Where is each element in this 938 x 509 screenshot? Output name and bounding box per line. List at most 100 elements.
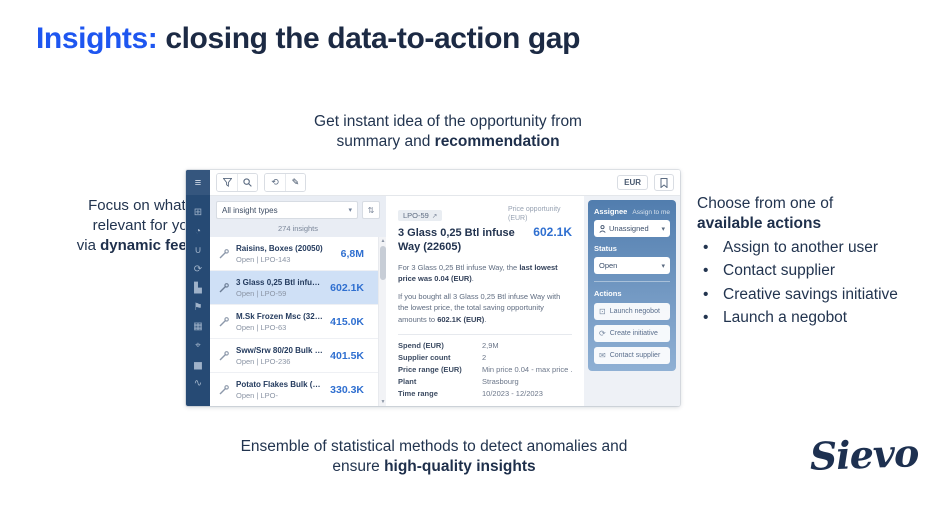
globe-icon[interactable]: ◔ xyxy=(194,226,202,237)
search-button[interactable] xyxy=(237,174,257,191)
insight-detail-panel: LPO-59 ↗ 3 Glass 0,25 Btl infuse Way (22… xyxy=(386,196,584,406)
fact-row: Spend (EUR) 2,9M xyxy=(398,341,572,350)
insight-type-value: All insight types xyxy=(222,205,278,215)
scrollbar[interactable]: ▲ ▼ xyxy=(378,237,386,406)
fact-row: Price range (EUR) Min price 0.04 - max p… xyxy=(398,365,572,374)
chart-icon[interactable]: ▅ xyxy=(194,359,202,370)
para2-end: . xyxy=(484,314,487,324)
list-item[interactable]: Potato Flakes Bulk (71371) Open | LPO- 3… xyxy=(210,373,378,406)
insight-name: M.Sk Frozen Msc (32977) xyxy=(236,311,324,321)
app-toolbar: ⟲ ✎ EUR xyxy=(210,170,680,196)
fact-value: Strasbourg xyxy=(482,376,519,386)
filter-button[interactable] xyxy=(217,174,237,191)
list-item[interactable]: Raisins, Boxes (20050) Open | LPO-143 6,… xyxy=(210,237,378,271)
annotation-bottom-bold: high-quality insights xyxy=(384,458,536,476)
bookmark-button[interactable] xyxy=(654,174,674,191)
para2-text: If you bought all 3 Glass 0,25 Btl infus… xyxy=(398,292,561,324)
pen-icon: ✎ xyxy=(291,177,300,187)
scroll-down-icon[interactable]: ▼ xyxy=(380,399,386,405)
cart-icon[interactable]: ∪ xyxy=(194,245,202,256)
insight-meta: Open | LPO-236 xyxy=(236,356,291,366)
annotate-button[interactable]: ✎ xyxy=(285,174,305,191)
assignee-dropdown[interactable]: Unassigned ▾ xyxy=(594,220,670,237)
envelope-icon: ✉ xyxy=(599,351,606,360)
list-item-selected[interactable]: 3 Glass 0,25 Btl infuse Way (22... Open … xyxy=(210,271,378,305)
insight-id-badge[interactable]: LPO-59 ↗ xyxy=(398,210,443,221)
fact-row: Time range 10/2023 - 12/2023 xyxy=(398,389,572,398)
currency-button[interactable]: EUR xyxy=(617,175,648,190)
assign-to-me-link[interactable]: Assign to me xyxy=(632,209,670,216)
insight-type-dropdown[interactable]: All insight types ▾ xyxy=(216,201,358,219)
insight-meta: Open | LPO- xyxy=(236,390,278,400)
insight-name: Potato Flakes Bulk (71371) xyxy=(236,379,323,389)
status-dropdown[interactable]: Open ▾ xyxy=(594,257,670,274)
annotation-left-bold: dynamic feed xyxy=(100,236,196,254)
insight-list: Raisins, Boxes (20050) Open | LPO-143 6,… xyxy=(210,237,386,406)
title-highlight: Insights: xyxy=(36,22,158,55)
annotation-top-bold: recommendation xyxy=(434,133,560,151)
status-label: Status xyxy=(594,244,617,253)
open-link-icon[interactable]: ↗ xyxy=(431,212,438,220)
flag-icon[interactable]: ⚑ xyxy=(193,302,203,313)
metric-value: 602.1K xyxy=(533,225,572,240)
summary-paragraph-1: For 3 Glass 0,25 Btl infuse Way, the las… xyxy=(398,262,572,285)
fact-label: Spend (EUR) xyxy=(398,340,444,350)
chevron-down-icon: ▾ xyxy=(661,225,665,233)
list-item[interactable]: M.Sk Frozen Msc (32977) Open | LPO-63 41… xyxy=(210,305,378,339)
table-icon[interactable]: ▦ xyxy=(193,321,203,332)
chevron-down-icon: ▾ xyxy=(661,262,665,270)
sievo-logo: Sievo xyxy=(808,430,919,479)
para1-end: . xyxy=(471,273,474,283)
filter-search-group xyxy=(216,173,258,192)
title-rest: closing the data-to-action gap xyxy=(157,22,581,55)
insight-title: 3 Glass 0,25 Btl infuse Way (22605) xyxy=(398,227,515,253)
para1-bold: last lowest price was 0.04 (EUR) xyxy=(398,262,558,283)
scroll-up-icon[interactable]: ▲ xyxy=(380,238,386,244)
para2-bold: 602.1K (EUR) xyxy=(437,314,485,324)
annotation-right: Choose from one of available actions Ass… xyxy=(697,194,925,329)
summary-paragraph-2: If you bought all 3 Glass 0,25 Btl infus… xyxy=(398,291,572,325)
create-initiative-button[interactable]: ⟳ Create initiative xyxy=(594,325,670,342)
focus-icon[interactable]: ⌖ xyxy=(195,340,201,351)
fact-value: 10/2023 - 12/2023 xyxy=(482,388,543,398)
bars-icon[interactable]: ▙ xyxy=(194,283,202,294)
annotation-bottom: Ensemble of statistical methods to detec… xyxy=(180,437,688,478)
trend-icon[interactable]: ∿ xyxy=(193,378,203,389)
undo-annotate-group: ⟲ ✎ xyxy=(264,173,306,192)
panels-icon[interactable]: ⊞ xyxy=(193,207,203,218)
annotation-bottom-line1: Ensemble of statistical methods to detec… xyxy=(240,438,628,455)
bookmark-icon xyxy=(660,177,668,188)
fact-value: 2,9M xyxy=(482,340,499,350)
fact-label: Plant xyxy=(398,376,417,386)
scrollbar-thumb[interactable] xyxy=(380,246,386,280)
facts-table: Spend (EUR) 2,9M Supplier count 2 Price … xyxy=(398,333,572,398)
funnel-icon xyxy=(222,178,232,187)
insight-id: LPO-59 xyxy=(403,211,429,220)
annotation-right-heading: Choose from one of xyxy=(697,195,834,212)
insight-name: Raisins, Boxes (20050) xyxy=(236,243,323,253)
button-label: Launch negobot xyxy=(609,308,660,315)
actions-label: Actions xyxy=(594,289,622,298)
menu-icon[interactable]: ≡ xyxy=(186,170,210,195)
sync-icon[interactable]: ⟳ xyxy=(193,264,203,275)
sort-button[interactable]: ⇅ xyxy=(362,201,380,219)
divider xyxy=(594,281,670,282)
insight-value: 415.0K xyxy=(330,315,364,328)
insight-name: Sww/Srw 80/20 Bulk Wht, (713... xyxy=(236,345,323,355)
actions-column: Assignee Assign to me Unassigned ▾ Statu… xyxy=(584,196,680,406)
search-icon xyxy=(243,178,252,187)
insight-icon xyxy=(217,282,231,293)
fact-label: Price range (EUR) xyxy=(398,364,462,374)
contact-supplier-button[interactable]: ✉ Contact supplier xyxy=(594,347,670,364)
undo-button[interactable]: ⟲ xyxy=(265,174,285,191)
fact-row: Plant Strasbourg xyxy=(398,377,572,386)
list-item[interactable]: Sww/Srw 80/20 Bulk Wht, (713... Open | L… xyxy=(210,339,378,373)
insight-icon xyxy=(217,316,231,327)
launch-negobot-button[interactable]: ⊡ Launch negobot xyxy=(594,303,670,320)
app-content: All insight types ▾ ⇅ 274 insights Raisi… xyxy=(210,196,680,406)
insight-feed-panel: All insight types ▾ ⇅ 274 insights Raisi… xyxy=(210,196,386,406)
annotation-right-heading-bold: available actions xyxy=(697,215,822,233)
insight-value: 401.5K xyxy=(330,349,364,362)
initiative-icon: ⟳ xyxy=(599,329,606,338)
bullet-item: Contact supplier xyxy=(697,261,925,282)
